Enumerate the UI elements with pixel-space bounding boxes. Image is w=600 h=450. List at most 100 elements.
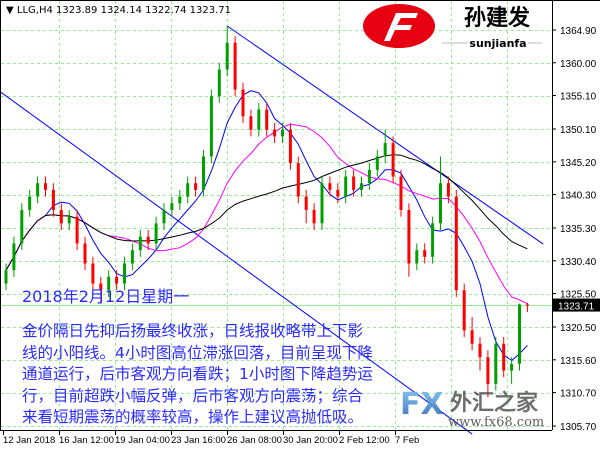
x-tick-label: 26 Jan 08:00 (227, 435, 282, 446)
candle-body (75, 216, 79, 244)
candle (154, 216, 158, 251)
candle-body (312, 209, 316, 224)
chart-header: ▼ LLG,H4 1323.89 1324.14 1322.74 1323.71 (6, 5, 231, 16)
candle-body (518, 304, 521, 364)
candle (209, 89, 213, 164)
y-tick-label: 1340.30 (560, 191, 597, 202)
candle-body (281, 129, 284, 137)
candle-body (367, 169, 371, 184)
candle-body (360, 183, 363, 190)
candle (281, 122, 284, 144)
candle-body (415, 250, 419, 264)
candle (431, 216, 435, 264)
candle-body (525, 304, 529, 306)
candle (170, 196, 174, 217)
candle-body (304, 196, 308, 210)
candle (51, 183, 55, 217)
candle-body (83, 243, 87, 264)
candle-body (225, 42, 229, 70)
y-tick-label: 1364.90 (560, 26, 597, 37)
candle (399, 169, 403, 217)
x-tick-label: 30 Jan 20:00 (283, 435, 338, 446)
candle (123, 256, 126, 291)
x-tick-label: 19 Jan 04:00 (115, 435, 170, 446)
candle (186, 176, 190, 204)
candle (375, 149, 379, 177)
candle (336, 183, 340, 204)
candle (502, 337, 506, 378)
candle (130, 243, 134, 271)
y-tick-label: 1330.40 (560, 257, 597, 268)
candle (4, 263, 8, 291)
candle-body (265, 109, 269, 130)
candle-body (20, 209, 24, 244)
candle (249, 109, 253, 137)
trendline (0, 90, 473, 435)
candle (225, 25, 229, 77)
y-tick-label: 1350.10 (560, 125, 597, 136)
candle-body (344, 176, 348, 197)
candle-body (502, 343, 506, 371)
candle (115, 270, 119, 291)
candle (288, 122, 292, 170)
candle-body (123, 263, 126, 284)
time-axis: 12 Jan 2018 16 Jan 12:00 19 Jan 04:00 23 Ja… (3, 430, 419, 446)
annotation-line: 行，目前超跌小幅反弹，后市客观方向震荡；综合 (22, 386, 364, 405)
svg-text:FX: FX (400, 387, 444, 422)
candle-body (510, 363, 514, 371)
candle (415, 243, 419, 271)
candle-body (146, 236, 150, 244)
candle-body (51, 189, 55, 210)
dropdown-triangle-icon[interactable]: ▼ (6, 5, 14, 16)
candle (344, 169, 348, 204)
candle-body (67, 216, 71, 224)
sunjianfa-logo: 孙建发 sunjianfa (363, 4, 542, 50)
svg-text:www.fx68.com: www.fx68.com (448, 415, 544, 429)
candle (391, 136, 395, 184)
candle (178, 189, 182, 210)
candle (312, 203, 316, 231)
candle (518, 303, 521, 371)
candle (146, 230, 150, 251)
symbol-label: LLG,H4 (16, 5, 53, 16)
candle (296, 156, 300, 204)
candle (383, 129, 387, 164)
fx68-watermark: FX 外汇之家 www.fx68.com (400, 387, 544, 429)
candle (352, 169, 356, 197)
svg-text:sunjianfa: sunjianfa (469, 37, 526, 50)
candle-body (423, 250, 427, 257)
candle (470, 317, 474, 351)
x-tick-label: 7 Feb (395, 435, 419, 446)
candle-body (273, 129, 277, 137)
candle-body (154, 223, 158, 244)
candle-body (352, 176, 356, 190)
y-tick-label: 1305.70 (560, 422, 597, 433)
candle-body (439, 183, 442, 224)
candle (91, 256, 95, 291)
high-value: 1324.14 (100, 5, 142, 16)
candle (478, 337, 482, 371)
candle (423, 243, 427, 264)
candle-body (178, 196, 182, 204)
candle-body (107, 276, 111, 291)
candle-body (375, 156, 379, 170)
candle-body (454, 196, 458, 291)
candle (75, 209, 79, 251)
y-tick-label: 1360.00 (560, 59, 597, 70)
y-tick-label: 1320.50 (560, 323, 597, 334)
candle (12, 236, 16, 277)
candle-body (202, 156, 205, 190)
candle (44, 176, 47, 197)
candle (257, 102, 261, 137)
candle-body (288, 129, 292, 164)
candle-body (115, 276, 119, 284)
candle-body (194, 183, 198, 190)
candle (265, 102, 269, 137)
candle-body (407, 209, 411, 264)
candle (367, 163, 371, 190)
candle (273, 122, 277, 144)
candle-body (28, 196, 32, 210)
candle-body (399, 176, 403, 210)
y-tick-label: 1345.20 (560, 158, 597, 169)
